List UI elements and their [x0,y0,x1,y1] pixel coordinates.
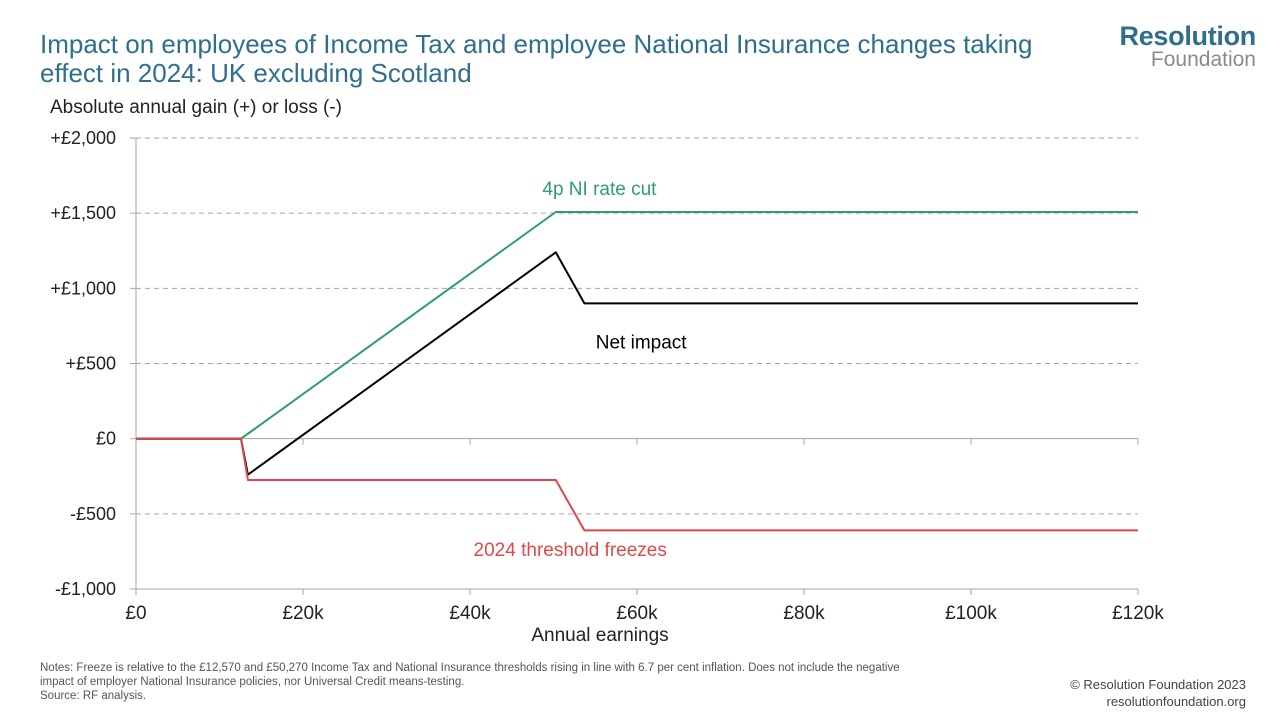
website-line: resolutionfoundation.org [1106,694,1247,709]
x-tick-label: £40k [449,603,491,624]
y-tick-label: -£500 [70,504,116,524]
series-label: 2024 threshold freezes [474,540,667,561]
series-lines [136,211,1138,532]
y-tick-label: £0 [96,429,116,449]
x-tick-label: £20k [282,603,324,624]
notes-line-1: Notes: Freeze is relative to the £12,570… [40,662,900,674]
grid-lines [136,137,1138,515]
series-label: 4p NI rate cut [542,179,657,200]
x-tick-label: £100k [945,603,997,624]
y-tick-label: +£500 [65,354,116,374]
x-tick-label: £60k [616,603,658,624]
y-axis-label: Absolute annual gain (+) or loss (-) [50,97,342,118]
chart-notes: Notes: Freeze is relative to the £12,570… [40,661,1050,703]
source-note: Source: RF analysis. [40,690,147,702]
x-tick-label: £0 [125,603,146,624]
y-tick-label: +£1,500 [50,203,116,223]
y-tick-label: +£1,000 [50,278,116,298]
copyright: © Resolution Foundation 2023 resolutionf… [1070,676,1246,710]
x-axis-label: Annual earnings [531,625,668,646]
x-tick-label: £80k [783,603,825,624]
logo-line-1: Resolution [1119,21,1257,51]
axes: -£1,000 -£500 £0 +£500 +£1,000 +£1,500 +£2,000… [50,128,1164,624]
x-tick-label: £120k [1112,603,1164,624]
logo-line-2: Foundation [1150,48,1256,71]
notes-line-2: impact of employer National Insurance po… [40,676,465,688]
series-label: Net impact [596,332,688,353]
series-line [136,437,1138,532]
line-chart: Absolute annual gain (+) or loss (-) Ann… [50,97,1164,646]
series-labels: 4p NI rate cut Net impact 2024 threshold f… [474,179,688,561]
y-tick-label: +£2,000 [50,128,116,148]
resolution-foundation-logo: Resolution Foundation [1120,22,1257,70]
y-tick-label: -£1,000 [55,579,116,599]
copyright-line: © Resolution Foundation 2023 [1070,677,1246,692]
chart-title: Impact on employees of Income Tax and em… [40,29,1033,88]
series-line [136,211,1138,440]
